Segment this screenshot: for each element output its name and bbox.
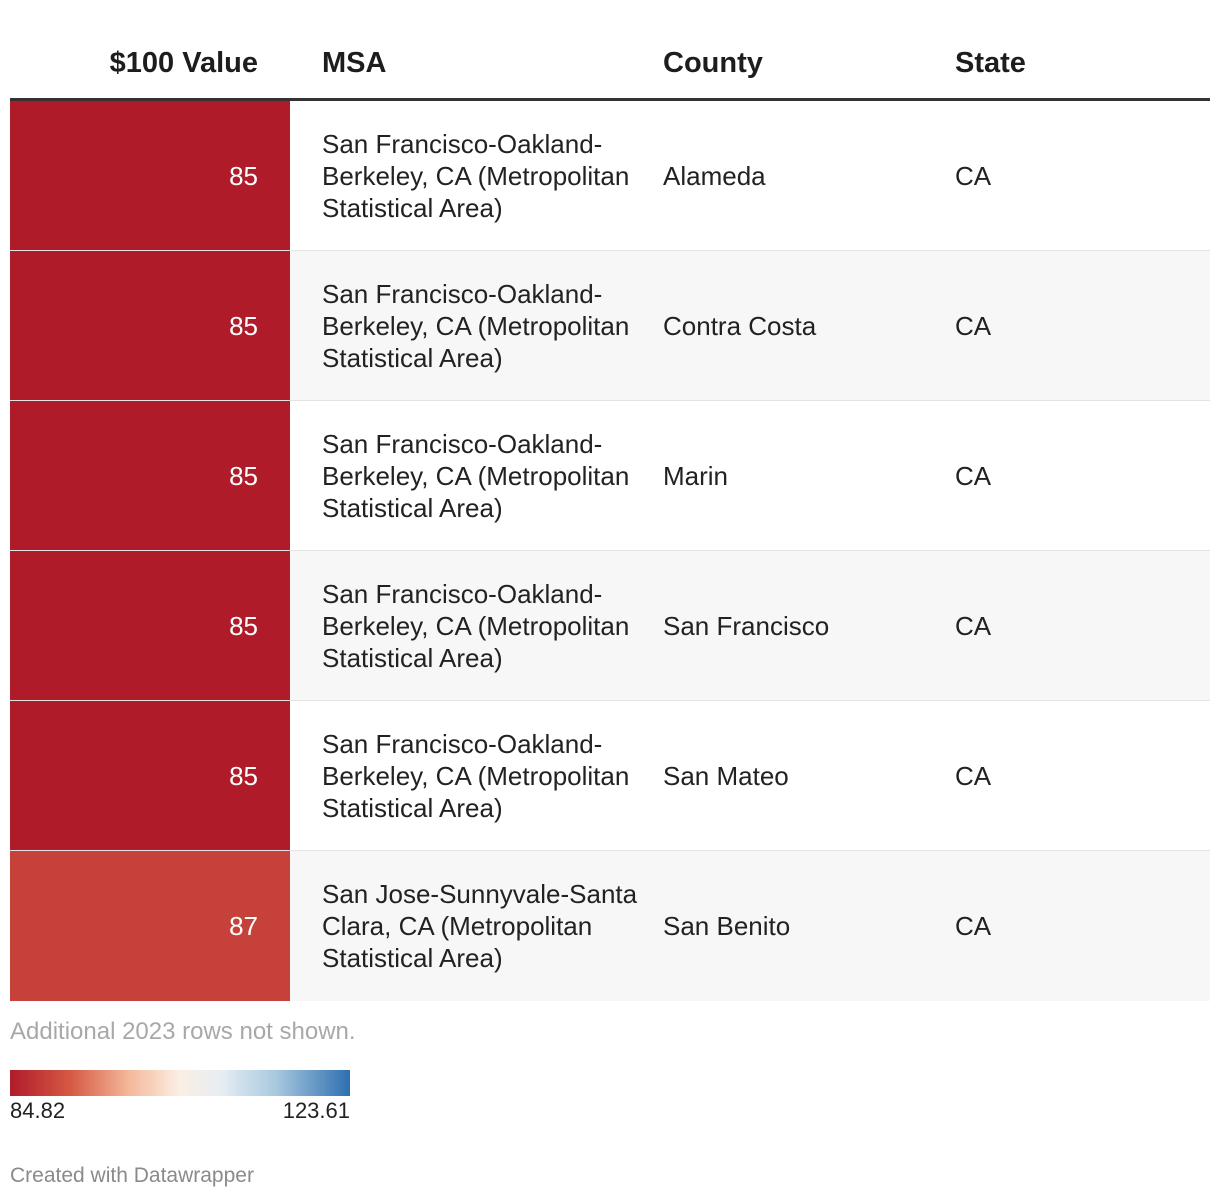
state-cell: CA (955, 460, 992, 491)
state-cell: CA (955, 760, 992, 791)
color-legend: 84.82 123.61 (10, 1070, 350, 1124)
msa-cell: San Francisco-Oakland-Berkeley, CA (Metr… (322, 578, 630, 673)
county-cell: Marin (663, 460, 729, 491)
msa-cell: San Francisco-Oakland-Berkeley, CA (Metr… (322, 128, 630, 223)
legend-min-label: 84.82 (10, 1098, 66, 1123)
header-msa[interactable]: MSA (322, 47, 387, 79)
msa-cell: San Francisco-Oakland-Berkeley, CA (Metr… (322, 428, 630, 523)
header-county[interactable]: County (663, 47, 763, 79)
state-cell: CA (955, 160, 992, 191)
county-cell: Alameda (663, 160, 766, 191)
msa-cell: San Francisco-Oakland-Berkeley, CA (Metr… (322, 278, 630, 373)
header-state[interactable]: State (955, 47, 1026, 79)
legend-max-label: 123.61 (282, 1098, 350, 1123)
table-header: $100 Value MSA County State (10, 28, 1210, 101)
msa-cell: San Francisco-Oakland-Berkeley, CA (Metr… (322, 728, 630, 823)
table-row: 87 San Jose-Sunnyvale-Santa Clara, CA (Me… (10, 851, 1210, 1001)
table-row: 85 San Francisco-Oakland-Berkeley, CA (Me… (10, 551, 1210, 701)
state-cell: CA (955, 310, 992, 341)
table-row: 85 San Francisco-Oakland-Berkeley, CA (Me… (10, 401, 1210, 551)
value-cell: 85 (10, 401, 290, 550)
county-cell: San Francisco (663, 610, 830, 641)
msa-cell: San Jose-Sunnyvale-Santa Clara, CA (Metr… (322, 879, 638, 973)
value-cell: 85 (10, 701, 290, 850)
state-cell: CA (955, 911, 992, 941)
county-cell: San Benito (663, 911, 791, 941)
value-cell: 85 (10, 101, 290, 250)
county-cell: Contra Costa (663, 310, 817, 341)
table-row: 85 San Francisco-Oakland-Berkeley, CA (Me… (10, 701, 1210, 851)
table-note: Additional 2023 rows not shown. (10, 1018, 356, 1045)
county-cell: San Mateo (663, 760, 789, 791)
legend-gradient-bar (10, 1070, 350, 1096)
value-cell: 87 (10, 851, 290, 1001)
value-cell: 85 (10, 551, 290, 700)
header-value[interactable]: $100 Value (109, 47, 258, 79)
table-body: 85 San Francisco-Oakland-Berkeley, CA (Me… (10, 101, 1210, 1001)
state-cell: CA (955, 610, 992, 641)
data-table: $100 Value MSA County State 85 San Franci… (10, 28, 1210, 1001)
credit-text: Created with Datawrapper (10, 1164, 254, 1187)
table-row: 85 San Francisco-Oakland-Berkeley, CA (Me… (10, 101, 1210, 251)
value-cell: 85 (10, 251, 290, 400)
table-row: 85 San Francisco-Oakland-Berkeley, CA (Me… (10, 251, 1210, 401)
